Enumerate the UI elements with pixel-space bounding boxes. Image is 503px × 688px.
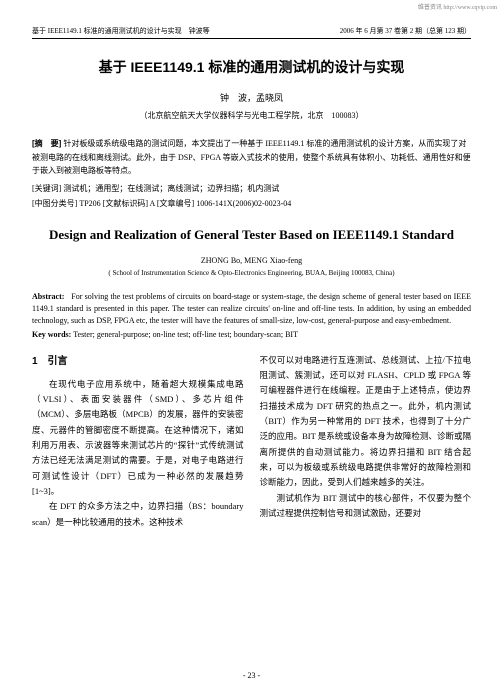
col2-para2: 测试机作为 BIT 测试中的核心部件，不仅要为整个测试过程提供控制信号和测试激励… <box>260 491 472 522</box>
page-content: 基于 IEEE1149.1 标准的通用测试机的设计与实现 钟波等 2006 年 … <box>0 0 503 540</box>
header-left: 基于 IEEE1149.1 标准的通用测试机的设计与实现 钟波等 <box>32 26 210 36</box>
keywords-cn-label: [关键词] <box>32 184 61 193</box>
col2-para1: 不仅可以对电路进行互连测试、总线测试、上拉/下拉电阻测试、簇测试，还可以对 FL… <box>260 353 472 491</box>
title-english: Design and Realization of General Tester… <box>32 227 471 244</box>
abstract-en-text: For solving the test problems of circuit… <box>32 292 471 325</box>
classification-line: [中图分类号] TP206 [文献标识码] A [文章编号] 1006-141X… <box>32 197 471 211</box>
affiliation-english: ( School of Instrumentation Science & Op… <box>32 269 471 277</box>
title-chinese: 基于 IEEE1149.1 标准的通用测试机的设计与实现 <box>32 57 471 77</box>
keywords-chinese: [关键词] 测试机；通用型；在线测试；离线测试；边界扫描；机内测试 <box>32 182 471 196</box>
header-right: 2006 年 6 月第 37 卷第 2 期（总第 123 期） <box>340 26 471 36</box>
abstract-en-label: Abstract: <box>32 292 64 301</box>
keywords-en-label: Key words: <box>32 330 71 339</box>
abstract-cn-text: 针对板级或系统级电路的测试问题，本文提出了一种基于 IEEE1149.1 标准的… <box>32 139 471 175</box>
authors-english: ZHONG Bo, MENG Xiao-feng <box>32 256 471 265</box>
page-number: - 23 - <box>0 671 503 680</box>
col1-para2: 在 DFT 的众多方法之中，边界扫描（BS：boundary scan）是一种比… <box>32 499 244 530</box>
url-tag: 维普资讯 http://www.cqvip.com <box>418 2 497 11</box>
keywords-en-text: Tester; general-purpose; on-line test; o… <box>73 330 298 339</box>
abstract-chinese: [摘 要] 针对板级或系统级电路的测试问题，本文提出了一种基于 IEEE1149… <box>32 137 471 178</box>
abstract-english: Abstract: For solving the test problems … <box>32 291 471 327</box>
section-1-title: 1 引言 <box>32 353 244 371</box>
body-columns: 1 引言 在现代电子应用系统中，随着超大规模集成电路（VLSI）、表面安装器件（… <box>32 353 471 530</box>
keywords-english: Key words: Tester; general-purpose; on-l… <box>32 330 471 339</box>
column-right: 不仅可以对电路进行互连测试、总线测试、上拉/下拉电阻测试、簇测试，还可以对 FL… <box>260 353 472 530</box>
abstract-cn-label: [摘 要] <box>32 139 61 148</box>
running-header: 基于 IEEE1149.1 标准的通用测试机的设计与实现 钟波等 2006 年 … <box>32 26 471 39</box>
keywords-cn-text: 测试机；通用型；在线测试；离线测试；边界扫描；机内测试 <box>63 184 279 193</box>
affiliation-chinese: （北京航空航天大学仪器科学与光电工程学院，北京 100083） <box>32 110 471 121</box>
authors-chinese: 钟 波，孟晓凤 <box>32 91 471 104</box>
column-left: 1 引言 在现代电子应用系统中，随着超大规模集成电路（VLSI）、表面安装器件（… <box>32 353 244 530</box>
col1-para1: 在现代电子应用系统中，随着超大规模集成电路（VLSI）、表面安装器件（SMD）、… <box>32 377 244 499</box>
